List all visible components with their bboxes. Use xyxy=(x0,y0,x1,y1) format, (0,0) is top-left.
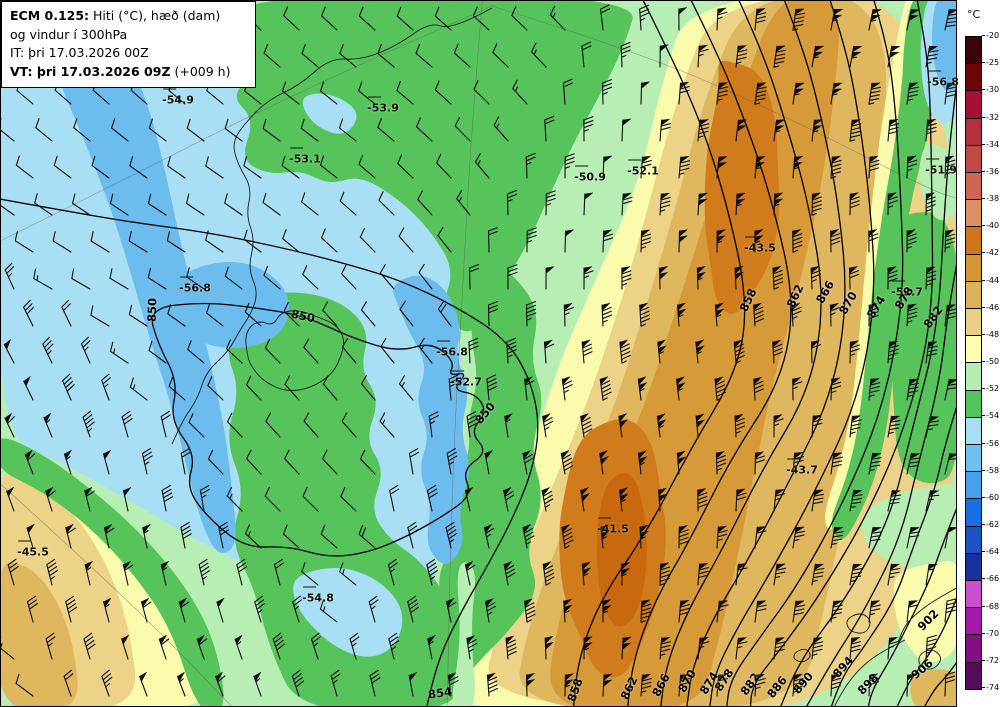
colorbar-segment xyxy=(966,226,981,253)
colorbar-tick-label: -66 xyxy=(982,575,999,583)
colorbar-tick-label: -30 xyxy=(982,86,999,94)
colorbar-segment xyxy=(966,362,981,389)
map-canvas xyxy=(0,0,957,707)
colorbar-tick-label: -56 xyxy=(982,440,999,448)
valid-time: VT: þri 17.03.2026 09Z xyxy=(10,64,171,79)
colorbar-tick-label: -54 xyxy=(982,412,999,420)
colorbar-segment xyxy=(966,607,981,634)
colorbar-segment xyxy=(966,553,981,580)
colorbar-segment xyxy=(966,254,981,281)
colorbar-tick-label: -52 xyxy=(982,385,999,393)
colorbar-tick-label: -34 xyxy=(982,141,999,149)
colorbar-tick-label: -32 xyxy=(982,114,999,122)
colorbar-segment xyxy=(966,118,981,145)
colorbar-segment xyxy=(966,37,981,63)
colorbar-segment xyxy=(966,281,981,308)
colorbar-tick-label: -25 xyxy=(982,59,999,67)
colorbar-segment xyxy=(966,634,981,661)
colorbar-segment xyxy=(966,580,981,607)
colorbar-segment xyxy=(966,526,981,553)
colorbar-tick-label: -20 xyxy=(982,32,999,40)
colorbar-scale xyxy=(965,36,982,690)
colorbar-segment xyxy=(966,471,981,498)
title-line-2: og vindur í 300hPa xyxy=(10,26,247,45)
lead-time: (+009 h) xyxy=(171,64,231,79)
colorbar-tick-label: -38 xyxy=(982,195,999,203)
colorbar-segment xyxy=(966,498,981,525)
colorbar-segment xyxy=(966,145,981,172)
title-line-4: VT: þri 17.03.2026 09Z (+009 h) xyxy=(10,63,247,82)
colorbar-segment xyxy=(966,444,981,471)
temp-band-gold xyxy=(910,669,957,707)
colorbar-tick-label: -44 xyxy=(982,277,999,285)
colorbar-segment xyxy=(966,390,981,417)
colorbar-segment xyxy=(966,417,981,444)
colorbar-segment xyxy=(966,308,981,335)
title-box: ECM 0.125: Hiti (°C), hæð (dam) og vindu… xyxy=(1,1,256,88)
colorbar-tick-label: -74 xyxy=(982,684,999,692)
colorbar-segment xyxy=(966,199,981,226)
colorbar-segment xyxy=(966,90,981,117)
colorbar-segment xyxy=(966,662,981,689)
colorbar-tick-label: -68 xyxy=(982,603,999,611)
model-name: ECM 0.125: xyxy=(10,8,89,23)
colorbar-segment xyxy=(966,63,981,90)
colorbar: °C -20 -25 -30 -32 -34 -36 -38 -40 -42 -44 -46 -48 -… xyxy=(958,0,1000,707)
title-line-1: ECM 0.125: Hiti (°C), hæð (dam) xyxy=(10,7,247,26)
colorbar-tick-label: -50 xyxy=(982,358,999,366)
colorbar-tick-label: -58 xyxy=(982,467,999,475)
colorbar-tick-label: -60 xyxy=(982,494,999,502)
colorbar-segment xyxy=(966,172,981,199)
colorbar-tick-label: -46 xyxy=(982,304,999,312)
weather-map-page: -54.9-53.9-53.1-50.9-52.1-56.8-56.8-51.9… xyxy=(0,0,1000,707)
title-params: Hiti (°C), hæð (dam) xyxy=(89,8,220,23)
colorbar-tick-label: -48 xyxy=(982,331,999,339)
colorbar-tick-label: -36 xyxy=(982,168,999,176)
colorbar-tick-label: -42 xyxy=(982,249,999,257)
colorbar-tick-label: -72 xyxy=(982,657,999,665)
init-time: IT: þri 17.03.2026 00Z xyxy=(10,44,247,63)
colorbar-tick-label: -40 xyxy=(982,222,999,230)
colorbar-tick-label: -64 xyxy=(982,548,999,556)
colorbar-unit-label: °C xyxy=(967,8,980,21)
colorbar-tick-label: -62 xyxy=(982,521,999,529)
colorbar-segment xyxy=(966,335,981,362)
colorbar-tick-label: -70 xyxy=(982,630,999,638)
